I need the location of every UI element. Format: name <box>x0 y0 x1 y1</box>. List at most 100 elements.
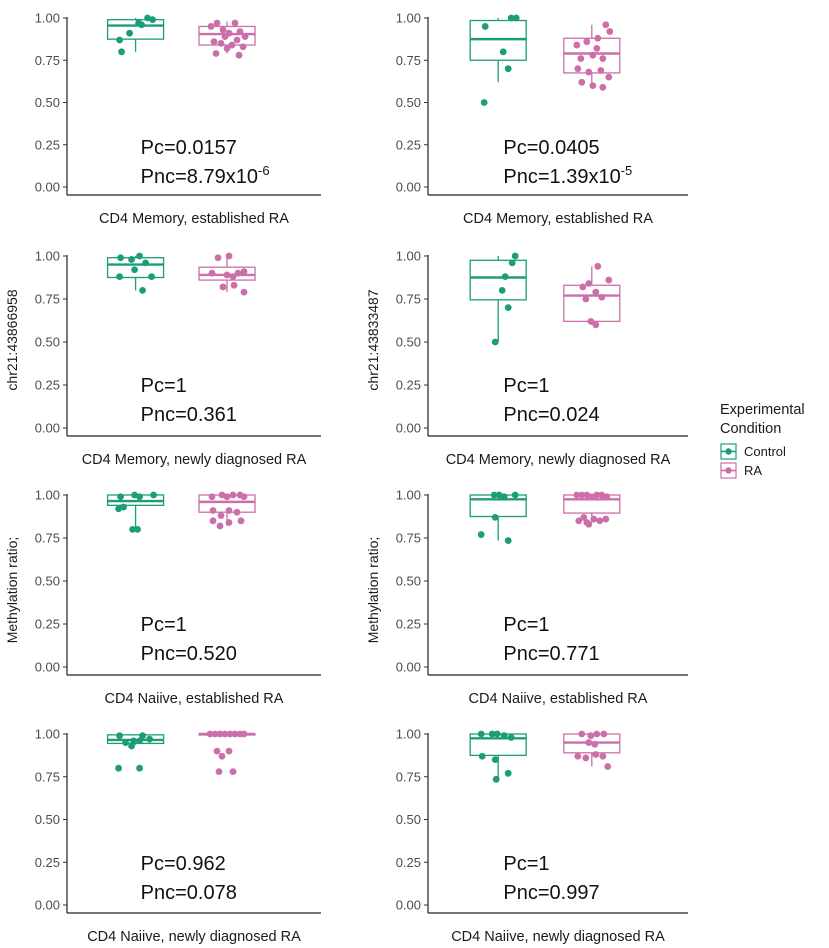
data-point <box>504 304 512 311</box>
y-tick-label: 1.00 <box>396 488 421 503</box>
data-point <box>597 66 605 74</box>
y-tick-label: 0.75 <box>396 292 421 307</box>
data-point <box>490 491 498 499</box>
data-point <box>592 751 600 758</box>
x-axis-label: CD4 Naiive, established RA <box>105 691 284 707</box>
y-tick-label: 0.25 <box>35 137 60 152</box>
y-tick-label: 0.00 <box>35 180 60 195</box>
y-tick-label: 0.25 <box>396 137 421 152</box>
data-point <box>234 269 242 277</box>
data-point <box>593 730 601 738</box>
panel-4: 0.00 0.25 0.50 0.75 1.00 CD4 Memory, newly di… <box>396 249 688 468</box>
y-tick-label: 1.00 <box>35 249 60 264</box>
data-point <box>228 41 236 49</box>
y-tick-label: 0.50 <box>35 335 60 350</box>
y-tick-label: 0.00 <box>35 898 60 913</box>
annotation-pc: Pc=1 <box>141 375 187 397</box>
legend-title-line2: Condition <box>720 421 781 437</box>
data-point <box>136 737 143 745</box>
panel-1: 0.00 0.25 0.50 0.75 1.00 CD4 Memory, establis… <box>35 11 321 227</box>
panel-6: 0.00 0.25 0.50 0.75 1.00 CD4 Naiive, establis… <box>396 488 688 707</box>
data-point <box>592 288 600 296</box>
data-point <box>596 517 604 525</box>
data-point <box>580 513 588 521</box>
data-point <box>240 730 248 738</box>
y-tick-label: 0.00 <box>35 421 60 436</box>
annotation-pnc-base: Pnc=1.39x10 <box>503 166 620 188</box>
data-point <box>241 33 249 40</box>
data-point <box>507 14 515 22</box>
legend-label-control: Control <box>744 444 786 459</box>
data-point <box>577 55 585 62</box>
box-control <box>469 491 527 544</box>
data-point <box>578 78 586 86</box>
data-point <box>217 512 225 520</box>
data-point <box>582 754 590 762</box>
panel-5: 0.00 0.25 0.50 0.75 1.00 CD4 Naiive, establis… <box>35 488 321 707</box>
data-point <box>231 730 239 738</box>
data-point <box>585 68 593 76</box>
data-point <box>598 293 606 301</box>
y-axis-label-right: Methylation ratio; <box>365 537 381 644</box>
data-point <box>593 45 601 52</box>
data-point <box>215 768 223 776</box>
data-point <box>231 19 239 27</box>
y-axis-label-left-extra: chr21:43866958 <box>4 289 20 390</box>
data-point <box>120 503 127 511</box>
data-point <box>225 507 233 514</box>
data-point <box>229 491 237 499</box>
data-point <box>508 259 516 267</box>
annotation-pnc-base: Pnc=0.361 <box>141 404 237 426</box>
box-ra <box>563 730 621 770</box>
data-point <box>233 508 241 516</box>
panel-8: 0.00 0.25 0.50 0.75 1.00 CD4 Naiive, newly di… <box>396 727 688 945</box>
data-point <box>208 269 216 277</box>
data-point <box>116 273 123 281</box>
data-point <box>594 34 602 42</box>
data-point <box>605 73 613 81</box>
data-point <box>139 732 146 740</box>
box-iqr <box>469 259 527 301</box>
annotation-pnc-exponent: -5 <box>621 163 633 178</box>
data-point <box>240 288 248 296</box>
data-point <box>579 283 587 291</box>
x-axis-label: CD4 Naiive, newly diagnosed RA <box>87 929 301 945</box>
annotation-pnc: Pnc=8.79x10-6 <box>141 163 270 188</box>
legend-key-control <box>720 443 737 460</box>
data-point <box>131 266 138 274</box>
data-point <box>225 252 233 260</box>
box-iqr <box>563 284 621 323</box>
y-tick-label: 1.00 <box>396 11 421 26</box>
data-point <box>208 493 216 501</box>
annotation-pc: Pc=1 <box>503 614 549 636</box>
data-point <box>209 517 217 525</box>
y-tick-label: 0.50 <box>35 95 60 110</box>
data-point <box>221 33 229 40</box>
data-point <box>578 730 586 738</box>
box-control <box>469 252 527 346</box>
data-point <box>236 28 244 35</box>
data-point <box>593 491 601 499</box>
x-axis-label: CD4 Memory, established RA <box>463 211 653 227</box>
x-axis-label: CD4 Memory, newly diagnosed RA <box>446 452 671 468</box>
data-point <box>229 768 237 776</box>
data-point <box>587 732 595 740</box>
y-tick-label: 0.50 <box>396 812 421 827</box>
data-point <box>117 254 124 262</box>
data-point <box>209 507 217 514</box>
data-point <box>591 740 599 748</box>
data-point <box>240 493 248 501</box>
annotation-pnc: Pnc=0.520 <box>141 643 237 665</box>
data-point <box>512 14 520 22</box>
data-point <box>592 321 600 329</box>
y-tick-label: 0.00 <box>396 180 421 195</box>
data-point <box>237 517 245 525</box>
panel-2: 0.00 0.25 0.50 0.75 1.00 CD4 Memory, establis… <box>396 11 688 227</box>
data-point <box>118 48 125 56</box>
x-axis-label: CD4 Naiive, newly diagnosed RA <box>451 929 665 945</box>
data-point <box>142 259 149 267</box>
y-tick-label: 0.75 <box>35 292 60 307</box>
annotation-pc: Pc=0.0405 <box>503 137 599 159</box>
data-point <box>589 82 597 89</box>
